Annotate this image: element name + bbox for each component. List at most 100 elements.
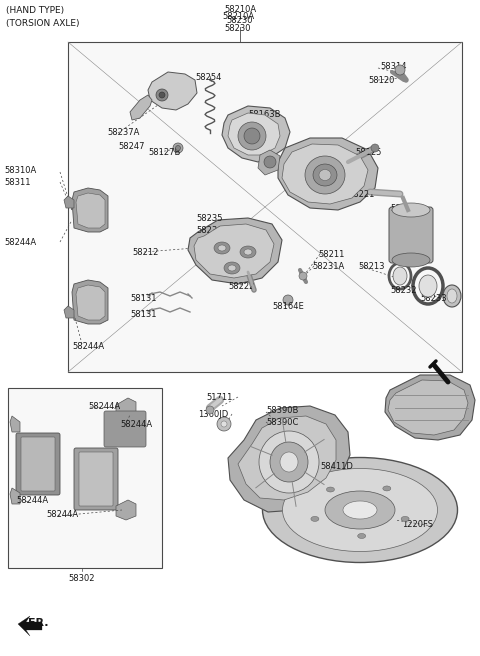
Text: 58314: 58314	[380, 62, 407, 71]
Text: 58163B: 58163B	[248, 110, 280, 119]
Text: 58244A: 58244A	[16, 496, 48, 505]
Text: 58247: 58247	[118, 142, 144, 151]
Circle shape	[156, 89, 168, 101]
Ellipse shape	[228, 265, 236, 271]
Polygon shape	[10, 416, 20, 432]
Polygon shape	[228, 113, 280, 155]
Circle shape	[395, 65, 405, 75]
Text: 58131: 58131	[130, 294, 156, 303]
Polygon shape	[238, 416, 336, 500]
Polygon shape	[194, 224, 274, 278]
Text: 1220FS: 1220FS	[402, 520, 433, 529]
Text: 58254: 58254	[195, 73, 221, 82]
Text: 58244A: 58244A	[46, 510, 78, 519]
Ellipse shape	[392, 203, 430, 217]
Text: 58390B: 58390B	[266, 406, 299, 415]
FancyBboxPatch shape	[74, 448, 118, 510]
Ellipse shape	[305, 156, 345, 194]
Bar	[8, 388, 162, 568]
Text: 58244A: 58244A	[120, 420, 152, 429]
Polygon shape	[64, 306, 74, 318]
Text: 58235: 58235	[196, 214, 223, 223]
Text: 58237A: 58237A	[107, 128, 139, 137]
Polygon shape	[76, 193, 105, 228]
Ellipse shape	[311, 516, 319, 522]
Polygon shape	[72, 280, 108, 324]
Text: 58125: 58125	[355, 148, 382, 157]
Text: 58210A: 58210A	[224, 5, 256, 14]
Polygon shape	[64, 196, 74, 208]
Ellipse shape	[343, 501, 377, 519]
Polygon shape	[148, 72, 197, 110]
Polygon shape	[258, 150, 280, 175]
Text: 58222: 58222	[228, 282, 254, 291]
Polygon shape	[385, 375, 475, 440]
Polygon shape	[388, 380, 468, 435]
Polygon shape	[278, 138, 378, 210]
Polygon shape	[72, 188, 108, 232]
Text: 58244A: 58244A	[4, 238, 36, 247]
Ellipse shape	[401, 516, 409, 522]
Text: 58221: 58221	[348, 190, 374, 199]
Text: 58311: 58311	[4, 178, 31, 187]
Circle shape	[244, 128, 260, 144]
FancyBboxPatch shape	[79, 452, 113, 506]
Text: FR.: FR.	[28, 618, 48, 628]
Circle shape	[217, 417, 231, 431]
Text: 58390C: 58390C	[266, 418, 299, 427]
Ellipse shape	[280, 452, 298, 472]
Text: (TORSION AXLE): (TORSION AXLE)	[6, 19, 80, 28]
Ellipse shape	[283, 468, 437, 552]
FancyBboxPatch shape	[21, 437, 55, 491]
Ellipse shape	[270, 442, 308, 482]
Ellipse shape	[214, 242, 230, 254]
Text: 58310A: 58310A	[4, 166, 36, 175]
Circle shape	[371, 144, 379, 152]
Text: 58164E: 58164E	[390, 204, 422, 213]
Ellipse shape	[383, 486, 391, 491]
Text: 58230: 58230	[225, 24, 251, 33]
Ellipse shape	[224, 262, 240, 274]
Text: 58244A: 58244A	[72, 342, 104, 351]
Text: 58232: 58232	[390, 286, 417, 295]
Text: 51711: 51711	[206, 393, 232, 402]
Polygon shape	[116, 500, 136, 520]
Circle shape	[299, 272, 307, 280]
Text: 58210A: 58210A	[222, 12, 254, 21]
Circle shape	[221, 421, 227, 427]
Ellipse shape	[393, 267, 407, 285]
Ellipse shape	[218, 245, 226, 251]
Text: 58411D: 58411D	[320, 462, 353, 471]
Polygon shape	[130, 95, 152, 120]
Ellipse shape	[392, 253, 430, 267]
Text: 58127B: 58127B	[148, 148, 180, 157]
Circle shape	[264, 156, 276, 168]
Ellipse shape	[313, 164, 337, 186]
Circle shape	[173, 143, 183, 153]
Text: 58231A: 58231A	[312, 262, 344, 271]
Ellipse shape	[358, 533, 366, 539]
Polygon shape	[18, 616, 42, 636]
Ellipse shape	[240, 246, 256, 258]
Text: 58213: 58213	[358, 262, 384, 271]
Text: 58230: 58230	[227, 16, 253, 25]
Polygon shape	[10, 488, 20, 504]
Ellipse shape	[419, 275, 437, 297]
Circle shape	[238, 122, 266, 150]
Ellipse shape	[259, 431, 319, 493]
Ellipse shape	[319, 169, 331, 180]
Ellipse shape	[326, 487, 335, 492]
Circle shape	[159, 92, 165, 98]
Polygon shape	[222, 106, 290, 162]
Polygon shape	[188, 218, 282, 284]
Ellipse shape	[447, 289, 457, 303]
Text: 58244A: 58244A	[88, 402, 120, 411]
Circle shape	[206, 406, 214, 414]
Text: 58236A: 58236A	[196, 226, 228, 235]
Text: 58233: 58233	[420, 294, 446, 303]
Text: 58211: 58211	[318, 250, 344, 259]
Text: (HAND TYPE): (HAND TYPE)	[6, 6, 64, 15]
Ellipse shape	[263, 457, 457, 562]
Text: 58164E: 58164E	[272, 302, 304, 311]
FancyBboxPatch shape	[389, 207, 433, 263]
